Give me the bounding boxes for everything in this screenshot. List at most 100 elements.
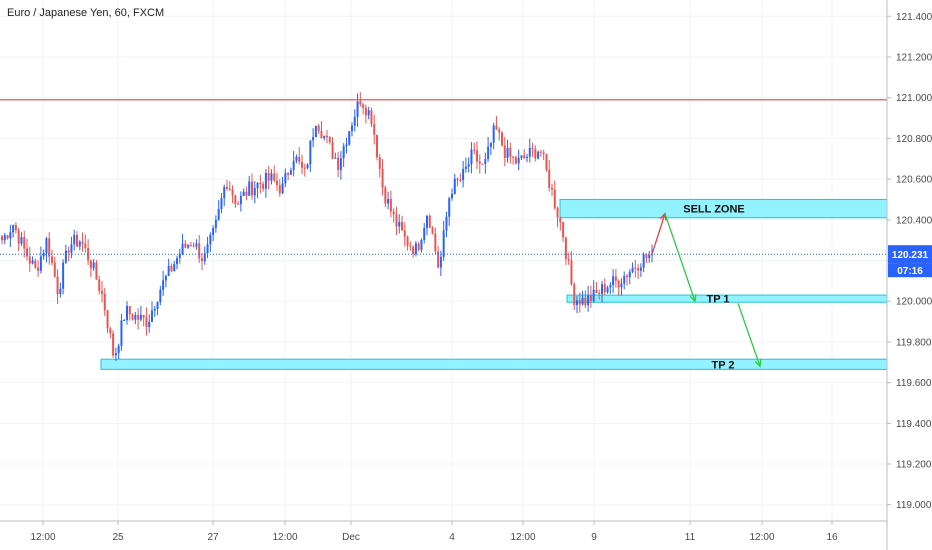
candle-body <box>87 247 90 261</box>
candle-body <box>181 243 184 255</box>
candle-body <box>353 116 356 126</box>
y-tick-label: 119.400 <box>896 419 932 430</box>
candle-body <box>542 152 545 155</box>
candle-body <box>67 250 70 253</box>
candle-body <box>284 173 287 184</box>
y-tick-label: 120.600 <box>896 175 932 186</box>
candle-body <box>70 244 73 253</box>
candle-body <box>351 125 353 132</box>
candle-body <box>206 244 209 254</box>
candle-body <box>498 129 501 133</box>
candle-body <box>456 178 459 181</box>
candle-body <box>614 276 617 281</box>
candle-body <box>584 297 587 306</box>
candle-body <box>481 163 484 165</box>
zone-label: TP 2 <box>711 359 734 371</box>
candle-body <box>453 178 456 194</box>
candle-body <box>401 221 403 231</box>
candle-body <box>631 267 634 273</box>
candle-body <box>53 262 56 277</box>
current-price-badge <box>888 245 932 264</box>
candle-body <box>603 284 606 293</box>
candle-body <box>562 222 565 238</box>
candle-body <box>256 182 259 189</box>
candle-body <box>176 258 178 265</box>
candle-body <box>31 260 34 264</box>
candle-body <box>445 216 448 231</box>
candle-body <box>117 345 120 354</box>
candle-body <box>120 320 123 346</box>
candle-body <box>276 180 278 186</box>
candle-body <box>262 183 265 189</box>
candle-body <box>295 156 298 161</box>
candle-body <box>484 159 487 164</box>
candle-body <box>601 284 603 294</box>
candle-body <box>48 238 51 257</box>
candle-body <box>153 308 156 311</box>
candle-body <box>270 173 273 181</box>
candle-body <box>489 142 492 147</box>
x-tick-label: 12:00 <box>510 532 535 543</box>
candle-body <box>237 203 240 205</box>
candle-body <box>328 137 331 142</box>
y-tick-label: 121.400 <box>896 12 932 23</box>
candle-body <box>642 254 645 268</box>
candle-body <box>198 243 201 259</box>
candle-body <box>367 110 370 116</box>
candle-body <box>448 198 451 217</box>
axes: 121.400 121.200 121.000 120.800 120.600 120.4… <box>30 12 932 543</box>
countdown-text: 07:16 <box>897 266 923 277</box>
candle-body <box>209 234 212 245</box>
candle-body <box>501 132 503 146</box>
candle-body <box>403 230 406 237</box>
candle-body <box>51 256 53 263</box>
y-tick-label: 121.000 <box>896 93 932 104</box>
candle-body <box>464 166 467 169</box>
projection-arrow-segment <box>664 213 696 302</box>
candle-body <box>512 156 515 158</box>
candle-body <box>45 238 48 254</box>
candle-body <box>539 151 542 153</box>
candle-body <box>520 155 523 158</box>
candle-body <box>317 125 320 132</box>
candle-body <box>84 243 87 248</box>
candle-body <box>487 146 490 160</box>
candle-body <box>364 107 367 116</box>
candle-body <box>417 243 420 250</box>
chart-title: Euro / Japanese Yen, 60, FXCM <box>7 7 164 19</box>
candle-body <box>637 268 640 271</box>
y-tick-label: 120.800 <box>896 134 932 145</box>
candle-body <box>387 198 390 204</box>
candle-body <box>234 195 237 204</box>
candle-body <box>528 147 531 157</box>
candle-body <box>245 191 248 196</box>
candle-body <box>23 237 26 249</box>
candle-body <box>298 156 301 163</box>
candle-body <box>173 264 176 272</box>
y-tick-label: 119.600 <box>896 378 932 389</box>
candle-body <box>78 241 81 247</box>
countdown-badge <box>888 263 932 278</box>
candle-body <box>178 254 181 259</box>
candle-body <box>42 253 45 257</box>
candle-body <box>612 276 615 286</box>
candle-body <box>220 198 223 209</box>
candle-body <box>273 173 276 181</box>
candle-body <box>267 172 270 181</box>
candle-body <box>459 180 462 182</box>
candle-body <box>378 157 381 169</box>
candle-body <box>137 315 140 320</box>
candle-body <box>409 245 412 247</box>
candle-body <box>103 293 106 311</box>
candle-body <box>645 254 648 259</box>
candle-body <box>523 155 526 158</box>
candle-body <box>231 189 234 196</box>
candle-body <box>595 289 598 294</box>
candle-body <box>314 125 317 138</box>
candle-body <box>592 289 595 302</box>
candle-body <box>598 293 601 295</box>
candle-body <box>242 191 245 196</box>
candle-body <box>648 254 651 259</box>
